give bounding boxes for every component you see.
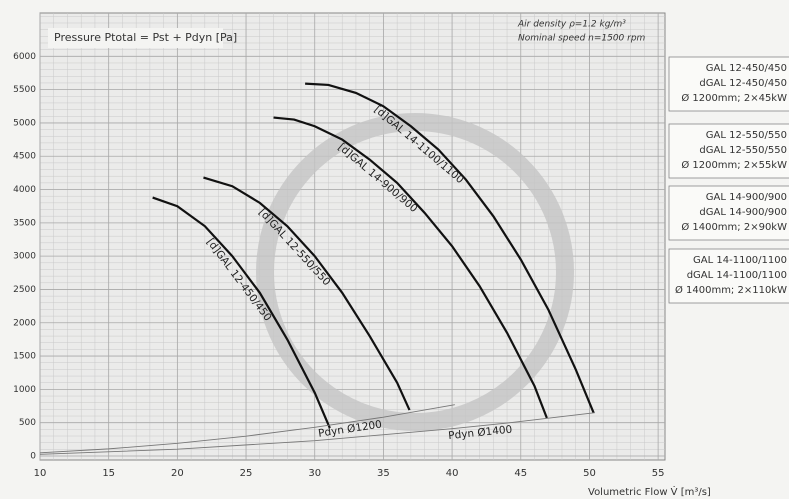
y-tick-label: 500 — [19, 418, 36, 428]
title-bg — [48, 28, 223, 48]
x-tick-label: 55 — [652, 468, 665, 479]
x-tick-label: 25 — [240, 468, 253, 479]
y-tick-label: 4000 — [13, 185, 36, 195]
y-tick-label: 4500 — [13, 152, 36, 162]
info-text: Ø 1400mm; 2×90kW — [681, 221, 787, 233]
x-tick-label: 10 — [34, 468, 47, 479]
info-text: dGAL 12-550/550 — [699, 145, 787, 156]
y-tick-label: 3000 — [13, 252, 36, 262]
info-text: GAL 12-550/550 — [706, 130, 787, 141]
info-box — [668, 56, 789, 112]
x-tick-label: 20 — [171, 468, 184, 479]
x-tick-label: 35 — [377, 468, 390, 479]
x-tick-label: 50 — [583, 468, 596, 479]
y-tick-label: 2000 — [13, 318, 36, 328]
chart-title: Pressure Ptotal = Pst + Pdyn [Pa] — [54, 31, 237, 44]
y-tick-label: 3500 — [13, 218, 36, 228]
curve — [305, 82, 595, 414]
note: Air density ρ=1.2 kg/m³ — [517, 20, 626, 30]
y-tick-label: 1500 — [13, 352, 36, 362]
y-tick-label: 6000 — [13, 52, 36, 62]
info-box — [668, 123, 789, 179]
watermark — [256, 113, 574, 431]
x-tick-label: 45 — [514, 468, 527, 479]
info-box — [668, 185, 789, 241]
y-tick-label: 2500 — [13, 285, 36, 295]
info-text: Ø 1200mm; 2×55kW — [681, 159, 787, 171]
x-axis-label: Volumetric Flow V̇ [m³/s] — [588, 485, 711, 498]
y-tick-label: 5000 — [13, 118, 36, 128]
info-text: GAL 12-450/450 — [706, 63, 787, 74]
x-tick-label: 30 — [308, 468, 321, 479]
info-text: GAL 14-900/900 — [706, 192, 787, 203]
grid — [39, 13, 665, 460]
curve — [39, 404, 455, 454]
curve — [39, 412, 595, 455]
info-text: Ø 1200mm; 2×45kW — [681, 92, 787, 104]
y-tick-label: 1000 — [13, 385, 36, 395]
curve — [203, 176, 411, 411]
info-text: dGAL 14-900/900 — [699, 207, 787, 218]
x-tick-label: 40 — [446, 468, 459, 479]
x-tick-label: 15 — [102, 468, 115, 479]
curve — [273, 116, 548, 419]
info-text: GAL 14-1100/1100 — [693, 255, 787, 266]
info-text: Ø 1400mm; 2×110kW — [675, 284, 787, 296]
note: Nominal speed n=1500 rpm — [518, 34, 646, 44]
info-box — [668, 248, 789, 304]
y-tick-label: 5500 — [13, 85, 36, 95]
y-tick-label: 0 — [30, 452, 36, 462]
info-text: dGAL 12-450/450 — [699, 78, 787, 89]
plot-area — [39, 12, 666, 461]
curve — [152, 196, 331, 429]
info-text: dGAL 14-1100/1100 — [687, 270, 787, 281]
